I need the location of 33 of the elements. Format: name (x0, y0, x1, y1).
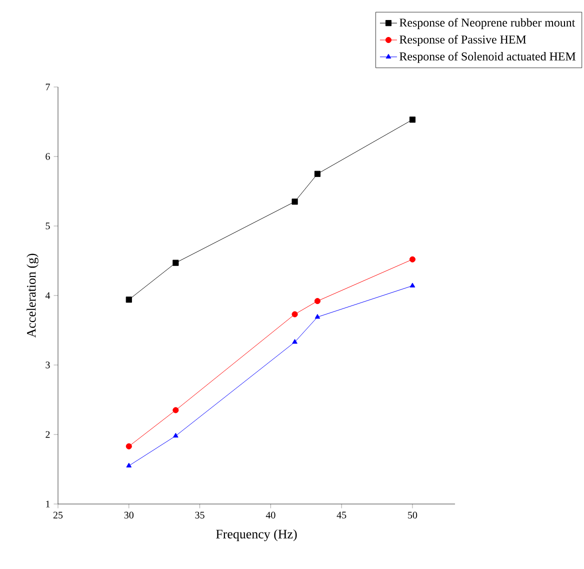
point (292, 311, 298, 318)
x-axis-title: Frequency (Hz) (216, 529, 297, 542)
y-tick-label: 5 (46, 222, 50, 230)
y-tick-label: 1 (46, 500, 50, 508)
y-tick-label: 6 (46, 153, 50, 160)
y-tick-label: 2 (46, 431, 50, 438)
y-tick-label: 7 (46, 84, 50, 90)
point (409, 256, 416, 262)
legend-label: Response of Neoprene rubber mount (400, 18, 576, 30)
point (314, 298, 321, 304)
point (126, 296, 132, 303)
y-axis-title: Acceleration (g) (26, 254, 38, 338)
point (172, 260, 179, 266)
point (409, 116, 416, 123)
point (410, 282, 416, 288)
point (126, 443, 132, 450)
x-tick-label: 50 (408, 512, 418, 518)
x-tick-label: 40 (266, 512, 276, 518)
x-tick-label: 30 (124, 512, 134, 518)
point (314, 170, 321, 177)
y-tick-label: 3 (46, 362, 50, 368)
point (292, 198, 298, 205)
point (172, 407, 179, 414)
y-tick-label: 4 (45, 292, 50, 299)
x-tick-label: 25 (53, 512, 63, 518)
point (292, 339, 298, 344)
x-tick-label: 45 (336, 512, 346, 518)
legend-label: Response of Passive HEM (400, 35, 526, 46)
point (126, 462, 132, 468)
point (173, 432, 178, 438)
legend-label: Response of Solenoid actuated HEM (400, 52, 576, 63)
point (314, 314, 320, 319)
x-tick-label: 35 (195, 512, 204, 518)
